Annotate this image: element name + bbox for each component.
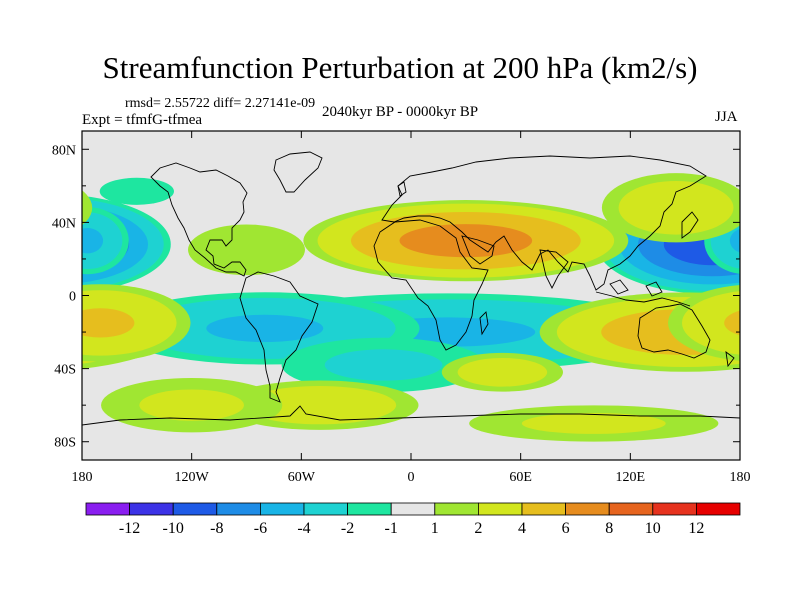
lon-tick-label: 120E (616, 470, 646, 485)
colorbar-swatch (172, 502, 218, 516)
colorbar-swatch (477, 502, 523, 516)
colorbar-label: 2 (474, 520, 482, 537)
experiment-label: Expt = tfmfG-tfmea (82, 112, 203, 128)
coast-australia (637, 303, 711, 359)
plot-title: Streamfunction Perturbation at 200 hPa (… (102, 50, 698, 85)
colorbar-swatch (347, 502, 392, 516)
coast-indonesia (595, 279, 691, 307)
colorbar-label: -8 (210, 520, 223, 537)
colorbar-swatch (434, 502, 479, 516)
colorbar-swatch (85, 502, 130, 516)
contour-region-3 (768, 292, 800, 364)
colorbar-swatch (521, 502, 566, 516)
colorbar: -12 -10 -8 -6 -4 -2 -1 1 2 4 6 8 10 12 (85, 502, 741, 537)
contour-region-1 (82, 227, 104, 254)
coast-arabia (461, 235, 495, 265)
contour-region-10 (243, 386, 397, 425)
colorbar-swatch (303, 502, 348, 516)
contour-region-1 (729, 228, 740, 253)
coast-india (539, 249, 569, 290)
season-label: JJA (715, 109, 738, 125)
coast-uk (397, 181, 407, 197)
coastlines (82, 151, 740, 426)
lon-tick-label: 180 (730, 470, 751, 485)
contour-region-3 (792, 298, 800, 359)
coast-japan (681, 211, 699, 239)
colorbar-swatch (696, 502, 741, 516)
stats-text: rmsd= 2.55722 diff= 2.27141e-09 (125, 96, 316, 111)
colorbar-swatch (259, 502, 305, 516)
lon-tick-label: 60E (509, 470, 532, 485)
axis-ticks: 80N 40N 0 40S 80S 180 120W 60W 0 60E 120E 180 (52, 131, 751, 485)
coast-new-zealand (725, 350, 735, 368)
contour-region-12 (521, 412, 666, 434)
contour-region-9 (682, 291, 740, 355)
colorbar-swatch (129, 502, 174, 516)
lat-tick-label: 80S (54, 436, 76, 451)
lon-tick-label: 60W (288, 470, 316, 485)
colorbar-label: -2 (341, 520, 354, 537)
contour-region-6 (399, 224, 533, 258)
colorbar-label: 1 (431, 520, 439, 537)
colorbar-label: -12 (119, 520, 140, 537)
lat-tick-label: 40N (52, 216, 76, 231)
contour-region-9 (82, 308, 135, 338)
lon-tick-label: 120W (175, 470, 210, 485)
contour-region-3 (206, 314, 324, 343)
coast-north-america (150, 162, 248, 277)
colorbar-label: -6 (254, 520, 267, 537)
coast-madagascar (479, 311, 489, 336)
colorbar-label: 12 (688, 520, 704, 537)
coast-south-america (239, 271, 319, 403)
colorbar-label: 10 (645, 520, 661, 537)
coast-antarctica (82, 405, 740, 426)
lon-tick-label: 0 (408, 470, 415, 485)
lat-tick-label: 80N (52, 143, 76, 158)
contour-fill-layer (0, 173, 800, 442)
colorbar-label: 4 (518, 520, 526, 537)
coast-greenland (273, 151, 323, 193)
contour-region-5 (618, 180, 734, 235)
colorbar-label: 6 (562, 520, 570, 537)
colorbar-label: -4 (297, 520, 310, 537)
lon-tick-label: 180 (72, 470, 93, 485)
contour-region-12 (0, 413, 8, 434)
contour-region-4 (324, 349, 443, 381)
contour-region-14 (758, 178, 800, 205)
contour-region-11 (457, 357, 548, 387)
contour-region-13 (139, 389, 244, 421)
lat-tick-label: 0 (69, 290, 76, 305)
colorbar-label: 8 (605, 520, 613, 537)
contour-region-9 (724, 310, 740, 336)
colorbar-label: -1 (385, 520, 398, 537)
contour-region-13 (759, 378, 800, 432)
coast-eurasia (381, 155, 707, 291)
colorbar-swatch (608, 502, 654, 516)
colorbar-swatch (390, 502, 436, 516)
colorbar-swatch (652, 502, 697, 516)
lat-tick-label: 40S (54, 363, 76, 378)
contour-region-14 (99, 177, 174, 205)
colorbar-swatch (565, 502, 610, 516)
contour-region-5 (82, 190, 93, 226)
coast-africa (373, 219, 489, 351)
contour-region-12 (0, 405, 60, 441)
colorbar-label: -10 (163, 520, 184, 537)
contour-region-7 (188, 224, 305, 276)
contour-region-2 (0, 293, 22, 370)
period-label: 2040kyr BP - 0000kyr BP (322, 104, 479, 120)
colorbar-swatch (216, 502, 261, 516)
